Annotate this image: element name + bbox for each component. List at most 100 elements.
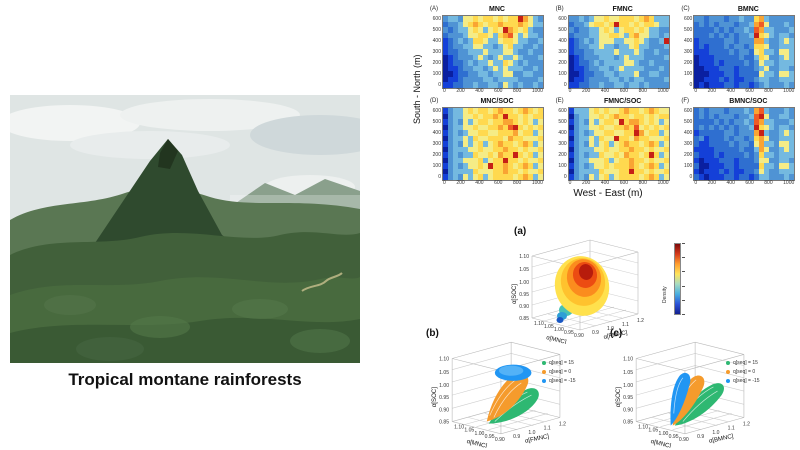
heatmap-grid xyxy=(693,15,796,89)
plot3d-b-letter: (b) xyxy=(426,328,439,339)
heatmap-panel-bmnc-soc: (F) BMNC/SOC 600 500 400 300 200 100 0 0 200 400… xyxy=(681,98,799,186)
panel-letter: (B) xyxy=(555,6,564,12)
colorbar-ticks xyxy=(682,243,685,315)
x-axis-ticks: 0 200 400 600 800 1000 xyxy=(443,180,543,186)
y-axis-ticks: 600 500 400 300 200 100 0 xyxy=(432,16,441,88)
x-axis-label: α[MNC] xyxy=(466,438,488,448)
heatmap-panel-fmnc: (B) FMNC 600 500 400 300 200 100 0 0 200 400 600 8… xyxy=(556,6,674,94)
x-axis-ticks: 0 200 400 600 800 1000 xyxy=(568,88,669,94)
z-tick: 0.90 xyxy=(439,407,449,413)
z-tick: 0.95 xyxy=(439,395,449,401)
x-tick: 1.00 xyxy=(475,431,485,437)
heatmap-grid xyxy=(693,107,796,181)
heatmap-panel-fmnc-soc: (E) FMNC/SOC 600 500 400 300 200 100 0 0 200 400… xyxy=(556,98,674,186)
z-tick: 0.85 xyxy=(519,316,529,322)
x-axis-ticks: 0 200 400 600 800 1000 xyxy=(694,88,795,94)
z-tick: 1.05 xyxy=(519,267,529,273)
plot3d-c-art: 1.10 1.05 1.00 0.95 0.90 0.85 α[SOC] 1.1… xyxy=(615,341,750,448)
x-tick: 1.05 xyxy=(648,428,658,434)
panel-title: BMNC/SOC xyxy=(729,98,768,105)
plot3d-a-art: 1.10 1.05 1.00 0.95 0.90 0.85 α[SOC] 1.1… xyxy=(512,239,644,344)
x-axis-ticks: 0 200 400 600 800 1000 xyxy=(694,180,795,186)
panel-letter: (F) xyxy=(681,98,689,104)
rainforest-photo xyxy=(0,95,390,363)
panel-title: MNC xyxy=(489,6,505,13)
z-axis-label: α[SOC] xyxy=(615,387,622,407)
z-tick: 0.95 xyxy=(519,292,529,298)
panel-letter: (A) xyxy=(430,6,438,12)
x-tick: 0.90 xyxy=(495,437,505,443)
heatmap-panel-mnc: (A) MNC 600 500 400 300 200 100 0 0 200 400 600 80… xyxy=(430,6,548,94)
heatmap-grid xyxy=(442,107,544,181)
z-tick: 0.90 xyxy=(519,304,529,310)
y-tick: 1.1 xyxy=(622,322,629,328)
y-tick: 1.1 xyxy=(544,426,551,432)
z-tick: 1.10 xyxy=(439,357,449,363)
x-tick: 0.90 xyxy=(679,437,689,443)
plot3d-c: (c) 1.10 1.05 1.00 0.95 0.90 0.85 α[SOC]… xyxy=(604,328,772,448)
colorbar-gradient xyxy=(674,243,681,315)
z-axis-label: α[SOC] xyxy=(431,387,438,407)
z-tick: 1.05 xyxy=(439,370,449,376)
x-tick: 1.10 xyxy=(454,425,464,431)
y-axis-ticks: 600 500 400 300 200 100 0 xyxy=(558,108,567,180)
panel-title: FMNC xyxy=(612,6,633,13)
plot3d-a-letter: (a) xyxy=(514,226,527,237)
y-tick: 1.2 xyxy=(743,422,750,428)
colorbar: Density xyxy=(660,243,700,323)
x-axis-label: α[MNC] xyxy=(650,438,672,448)
heatmap-grid xyxy=(567,15,670,89)
z-tick: 0.85 xyxy=(439,420,449,426)
x-tick: 1.05 xyxy=(464,428,474,434)
x-tick: 1.10 xyxy=(534,321,544,327)
z-tick: 1.00 xyxy=(519,280,529,286)
x-axis-ticks: 0 200 400 600 800 1000 xyxy=(568,180,669,186)
plot3d-b-art: 1.10 1.05 1.00 0.95 0.90 0.85 α[SOC] 1.1… xyxy=(431,341,566,448)
panel-letter: (E) xyxy=(555,98,564,104)
y-axis-ticks: 600 500 400 300 200 100 0 xyxy=(683,16,693,88)
y-tick: 1.1 xyxy=(728,426,735,432)
x-tick: 0.90 xyxy=(574,333,584,339)
y-tick: 1.0 xyxy=(607,326,614,332)
plot3d-b-legend: q[seq] = 15 q[seq] = 0 q[seq] = -15 xyxy=(542,360,576,384)
y-axis-label: α[FMNC] xyxy=(603,330,628,341)
panel-title: FMNC/SOC xyxy=(603,98,642,105)
x-tick: 1.10 xyxy=(638,425,648,431)
rainforest-photo-art xyxy=(0,95,390,363)
heatmap-panel-mnc-soc: (D) MNC/SOC 600 500 400 300 200 100 0 0 200 400 6… xyxy=(430,98,548,186)
heatmap-panel-bmnc: (C) BMNC 600 500 400 300 200 100 0 0 200 400 600 8… xyxy=(681,6,799,94)
x-tick: 0.95 xyxy=(485,434,495,440)
panel-letter: (C) xyxy=(681,6,690,12)
z-tick: 1.00 xyxy=(623,383,633,389)
surface-fans xyxy=(670,372,724,426)
z-axis-label: α[SOC] xyxy=(512,284,518,304)
plot3d-c-letter: (c) xyxy=(610,328,623,339)
heatmap-x-axis-label: West - East (m) xyxy=(573,188,643,199)
y-tick: 1.2 xyxy=(559,422,566,428)
heatmap-grid xyxy=(442,15,544,89)
y-tick: 1.0 xyxy=(528,430,535,436)
y-tick: 0.9 xyxy=(592,330,599,336)
z-tick: 0.95 xyxy=(623,395,633,401)
z-tick: 1.10 xyxy=(519,254,529,260)
y-tick: 0.9 xyxy=(697,434,704,440)
plot3d-c-legend: q[seq] = 15 q[seq] = 0 q[seq] = -15 xyxy=(726,360,760,384)
panel-title: MNC/SOC xyxy=(480,98,514,105)
y-axis-ticks: 600 500 400 300 200 100 0 xyxy=(558,16,567,88)
x-axis-ticks: 0 200 400 600 800 1000 xyxy=(443,88,543,94)
y-tick: 1.0 xyxy=(712,430,719,436)
colorbar-label: Density xyxy=(662,286,668,303)
panel-letter: (D) xyxy=(430,98,439,104)
photo-caption: Tropical montane rainforests xyxy=(68,370,302,389)
x-tick: 1.00 xyxy=(554,327,564,333)
panel-title: BMNC xyxy=(737,6,759,13)
y-tick: 0.9 xyxy=(513,434,520,440)
x-tick: 1.05 xyxy=(544,324,554,330)
y-tick: 1.2 xyxy=(637,318,644,324)
z-tick: 1.05 xyxy=(623,370,633,376)
x-tick: 0.95 xyxy=(564,330,574,336)
heatmap-y-axis-label: South - North (m) xyxy=(412,54,422,124)
surface-cones xyxy=(486,364,539,424)
heatmap-grid xyxy=(567,107,670,181)
